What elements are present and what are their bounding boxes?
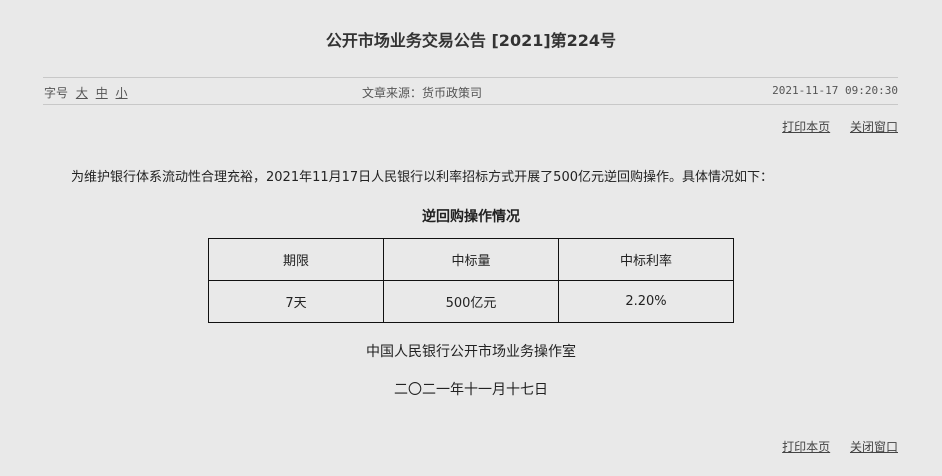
body-paragraph: 为维护银行体系流动性合理充裕，2021年11月17日人民银行以利率招标方式开展了…	[71, 170, 773, 185]
close-window-link[interactable]: 关闭窗口	[849, 440, 898, 454]
print-page-link[interactable]: 打印本页	[782, 440, 831, 454]
header-term: 期限	[208, 238, 384, 281]
cell-amount: 500亿元	[383, 280, 559, 323]
publish-datetime: 2021-11-17 09:20:30	[772, 84, 898, 97]
article-source: 文章来源：货币政策司	[362, 86, 483, 100]
divider	[43, 104, 898, 105]
divider	[43, 77, 898, 78]
table-caption: 逆回购操作情况	[422, 209, 520, 225]
sign-date: 二〇二一年十一月十七日	[394, 382, 548, 398]
font-size-large[interactable]: 大	[75, 86, 88, 100]
table-row: 7天 500亿元 2.20%	[208, 280, 734, 323]
cell-rate: 2.20%	[558, 280, 734, 323]
page-title: 公开市场业务交易公告 [2021]第224号	[325, 31, 617, 50]
operation-table: 期限 中标量 中标利率 7天 500亿元 2.20%	[208, 238, 734, 323]
font-size-label: 字号	[44, 86, 69, 100]
header-amount: 中标量	[383, 238, 559, 281]
top-actions: 打印本页 关闭窗口	[766, 118, 898, 135]
signature: 中国人民银行公开市场业务操作室	[366, 344, 576, 360]
cell-term: 7天	[208, 280, 384, 323]
font-size-small[interactable]: 小	[115, 86, 128, 100]
header-rate: 中标利率	[558, 238, 734, 281]
table-header-row: 期限 中标量 中标利率	[208, 238, 734, 281]
font-size-control: 字号 大 中 小	[44, 84, 128, 101]
close-window-link[interactable]: 关闭窗口	[849, 120, 898, 134]
bottom-actions: 打印本页 关闭窗口	[766, 438, 898, 455]
font-size-medium[interactable]: 中	[95, 86, 108, 100]
print-page-link[interactable]: 打印本页	[782, 120, 831, 134]
